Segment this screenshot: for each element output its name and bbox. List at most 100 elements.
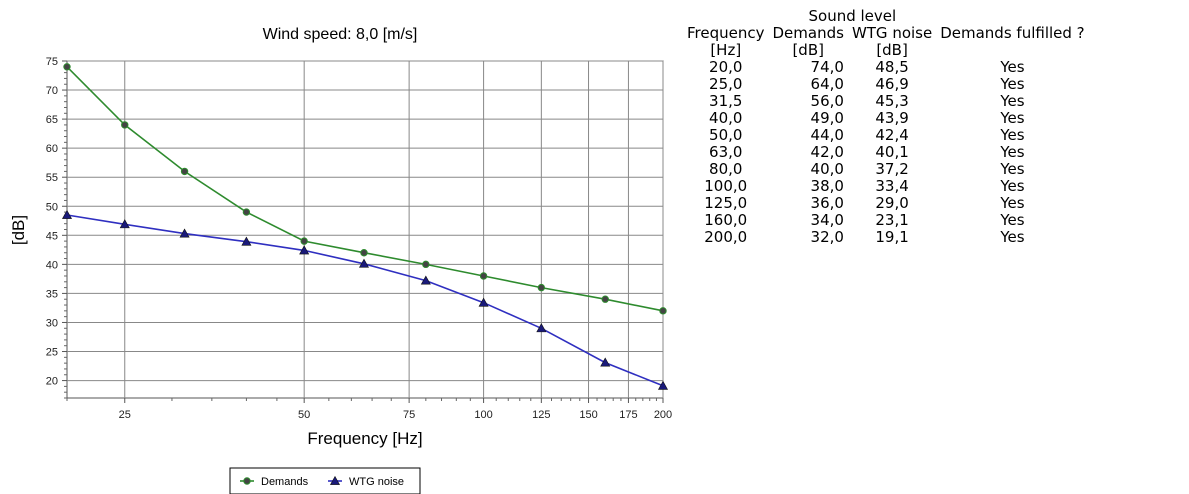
wtg-noise-point	[179, 228, 190, 238]
y-tick-label: 35	[46, 288, 58, 300]
demands-point	[180, 167, 189, 176]
series-layer	[61, 63, 669, 390]
wtg-noise-point	[478, 297, 489, 307]
y-tick-label: 25	[46, 347, 58, 359]
table-cell: Yes	[1000, 92, 1025, 110]
tick-layer: 25 50 75 100 125 150 175 200 20 25 30 35 40 45 50 55 60 6…	[46, 56, 672, 421]
legend-wtg-noise-label: WTG noise	[349, 476, 404, 488]
demands-point	[601, 295, 609, 303]
table-cell: 44,0	[810, 126, 844, 144]
demands-line	[66, 66, 664, 312]
table-cell: Yes	[1000, 75, 1025, 93]
header-demands-fulfilled: Demands fulfilled ?	[940, 24, 1085, 42]
x-tick-label: 200	[654, 409, 672, 421]
table-cell: 160,0	[704, 211, 748, 229]
series-demands	[63, 63, 667, 315]
table-cell: 31,5	[709, 92, 743, 110]
table-row: 20,0 74,0 48,5 Yes	[683, 59, 1089, 76]
x-tick-label: 175	[619, 409, 637, 421]
y-tick-label: 60	[46, 143, 58, 155]
table-cell: Yes	[1000, 177, 1025, 195]
y-tick-label: 65	[46, 114, 58, 126]
legend-wtg-noise-marker	[329, 475, 341, 485]
wtg-noise-point	[241, 236, 252, 246]
table-cell: Yes	[1000, 109, 1025, 127]
wtg-noise-point	[61, 209, 73, 219]
demands-point	[659, 307, 667, 315]
table-cell: 200,0	[704, 228, 748, 246]
legend-demands-label: Demands	[261, 476, 309, 488]
table-cell: Yes	[1000, 126, 1025, 144]
table-cell: 63,0	[709, 143, 743, 161]
wtg-noise-point	[420, 275, 431, 285]
table-cell: Yes	[1000, 211, 1025, 229]
y-tick-label: 30	[46, 317, 58, 329]
table-row: 25,0 64,0 46,9 Yes	[683, 76, 1089, 93]
table-row: 125,0 36,0 29,0 Yes	[683, 195, 1089, 212]
table-cell: 49,0	[810, 109, 844, 127]
table-cell: 125,0	[704, 194, 748, 212]
x-tick-label: 100	[474, 409, 492, 421]
wtg-noise-point	[600, 357, 611, 367]
x-tick-label: 25	[119, 409, 131, 421]
y-tick-label: 45	[46, 230, 58, 242]
y-tick-label: 55	[46, 172, 58, 184]
table-cell: Yes	[1000, 58, 1025, 76]
y-axis-label: [dB]	[9, 215, 28, 245]
y-tick-label: 20	[46, 376, 58, 388]
legend-box	[229, 467, 421, 494]
y-tick-label: 75	[46, 56, 58, 68]
table-row: 50,0 44,0 42,4 Yes	[683, 127, 1089, 144]
table-cell: 50,0	[709, 126, 743, 144]
table-row: 200,0 32,0 19,1 Yes	[683, 229, 1089, 246]
table-cell: 42,0	[810, 143, 844, 161]
unit-frequency: [Hz]	[710, 41, 742, 59]
table-cell: Yes	[1000, 160, 1025, 178]
y-tick-label: 50	[46, 201, 58, 213]
table-cell: 40,0	[810, 160, 844, 178]
x-axis-label: Frequency [Hz]	[307, 429, 422, 448]
table-cell: 37,2	[875, 160, 909, 178]
table-cell: 34,0	[810, 211, 844, 229]
demands-point	[360, 249, 368, 257]
unit-demands: [dB]	[792, 41, 824, 59]
table-cell: 20,0	[709, 58, 743, 76]
wtg-noise-point	[536, 323, 547, 333]
table-cell: 25,0	[709, 75, 743, 93]
y-tick-label: 40	[46, 259, 58, 271]
x-tick-label: 150	[579, 409, 597, 421]
table-cell: 74,0	[810, 58, 844, 76]
table-cell: 40,0	[709, 109, 743, 127]
table-cell: 64,0	[810, 75, 844, 93]
table-cell: 29,0	[875, 194, 909, 212]
series-wtg-noise	[61, 209, 669, 390]
table-cell: 33,4	[875, 177, 909, 195]
wtg-noise-line	[66, 214, 664, 387]
table-cell: 80,0	[709, 160, 743, 178]
table-row: 40,0 49,0 43,9 Yes	[683, 110, 1089, 127]
demands-point	[479, 272, 488, 280]
demands-point	[242, 208, 251, 216]
table-cell: 19,1	[875, 228, 909, 246]
header-demands: Demands	[772, 24, 844, 42]
x-tick-label: 125	[532, 409, 550, 421]
x-tick-label: 75	[403, 409, 415, 421]
demands-point	[121, 121, 129, 129]
table-cell: 46,9	[875, 75, 909, 93]
chart-title: Wind speed: 8,0 [m/s]	[263, 26, 418, 43]
table-header-row: Frequency Demands WTG noise Demands fulf…	[683, 25, 1089, 42]
legend-items: Demands WTG noise	[240, 475, 404, 488]
table-body: 20,0 74,0 48,5 Yes 25,0 64,0 46,9 Yes 31,5 56,0 45…	[683, 59, 1089, 246]
table-cell: Yes	[1000, 194, 1025, 212]
table-cell: 48,5	[875, 58, 909, 76]
table-group-header-row: Sound level	[683, 8, 1089, 25]
sound-level-table: Sound level Frequency Demands WTG noise …	[683, 8, 1089, 246]
demands-point	[63, 63, 71, 71]
table-row: 100,0 38,0 33,4 Yes	[683, 178, 1089, 195]
wind-speed-chart: Wind speed: 8,0 [m/s] 25 50 75 100 125 150 175…	[9, 26, 672, 494]
table-cell: 100,0	[704, 177, 748, 195]
table-cell: Yes	[1000, 143, 1025, 161]
wtg-noise-point	[119, 219, 130, 229]
table-cell: 45,3	[875, 92, 909, 110]
table-row: 31,5 56,0 45,3 Yes	[683, 93, 1089, 110]
